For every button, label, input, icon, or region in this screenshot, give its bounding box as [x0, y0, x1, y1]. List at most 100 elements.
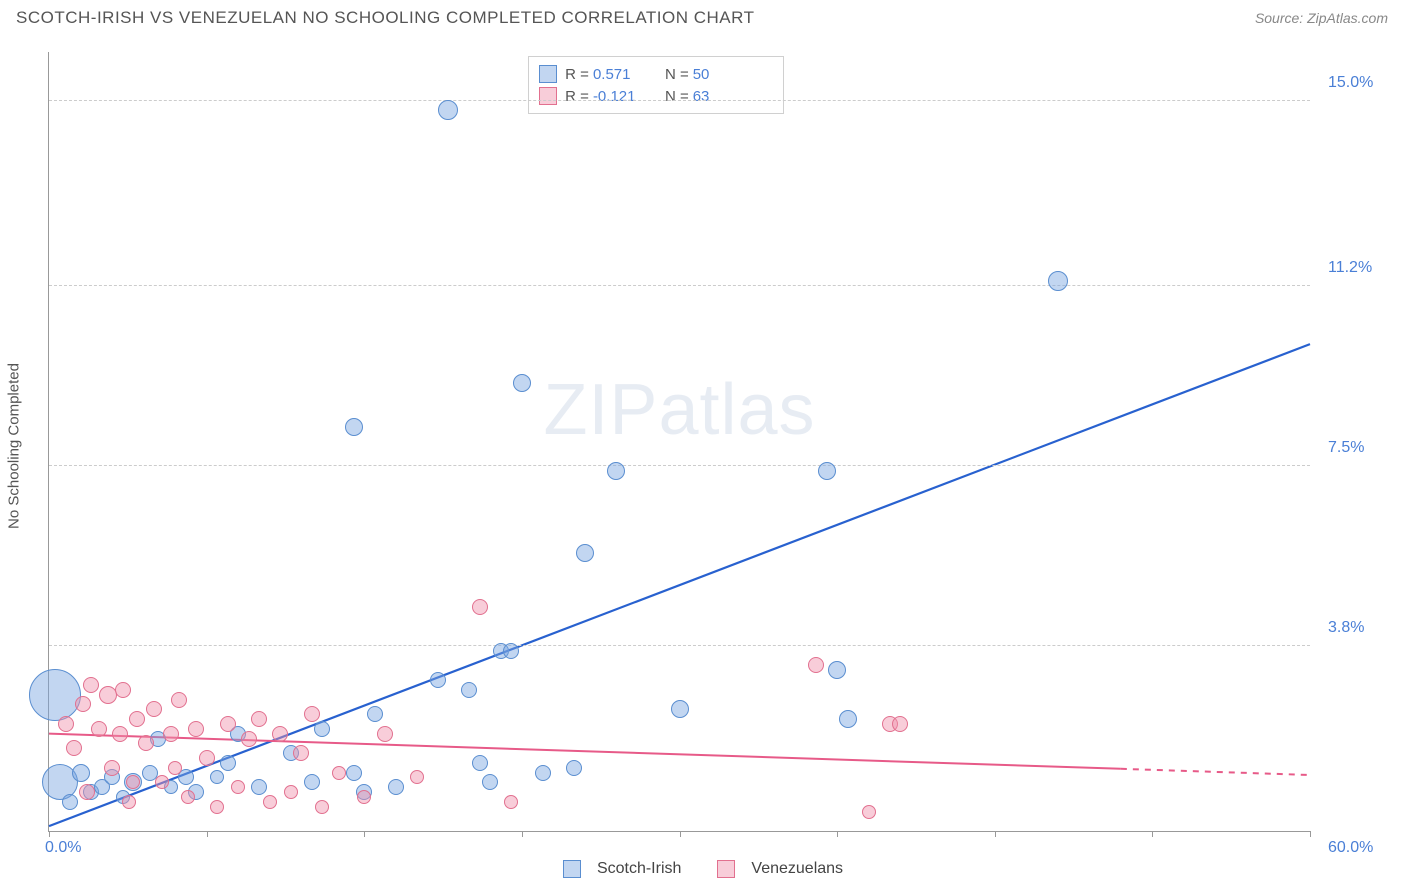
- scotch_irish-point: [607, 462, 625, 480]
- n-label: N =: [665, 88, 689, 105]
- y-tick-label: 3.8%: [1328, 619, 1388, 637]
- scotch_irish-point: [346, 765, 362, 781]
- scotch_irish-point: [839, 710, 857, 728]
- legend-row-venezuelans: R =-0.121N =63: [539, 85, 765, 107]
- chart-title: SCOTCH-IRISH VS VENEZUELAN NO SCHOOLING …: [16, 8, 754, 28]
- grid-line: [49, 465, 1310, 466]
- grid-line: [49, 645, 1310, 646]
- r-value: 0.571: [593, 66, 649, 83]
- venezuelans-point: [104, 760, 120, 776]
- series-legend: Scotch-Irish Venezuelans: [0, 860, 1406, 878]
- venezuelans-point: [357, 790, 371, 804]
- header: SCOTCH-IRISH VS VENEZUELAN NO SCHOOLING …: [0, 0, 1406, 32]
- scotch_irish-point: [482, 774, 498, 790]
- x-origin-label: 0.0%: [45, 839, 81, 857]
- venezuelans-point: [272, 726, 288, 742]
- venezuelans-point: [251, 711, 267, 727]
- scotch_irish-point: [304, 774, 320, 790]
- venezuelans-point: [263, 795, 277, 809]
- scotch_irish-point: [314, 721, 330, 737]
- venezuelans-point: [808, 657, 824, 673]
- n-value: 63: [693, 88, 749, 105]
- scotch_irish-point: [210, 770, 224, 784]
- legend-item: Venezuelans: [717, 860, 843, 878]
- scotch_irish-point: [388, 779, 404, 795]
- venezuelans-point: [138, 735, 154, 751]
- source-attribution: Source: ZipAtlas.com: [1255, 10, 1388, 26]
- venezuelans-point: [241, 731, 257, 747]
- venezuelans-point: [91, 721, 107, 737]
- scotch_irish-point: [535, 765, 551, 781]
- venezuelans-point: [332, 766, 346, 780]
- x-max-label: 60.0%: [1328, 839, 1388, 857]
- n-value: 50: [693, 66, 749, 83]
- legend-label: Venezuelans: [751, 860, 843, 878]
- venezuelans-point: [210, 800, 224, 814]
- source-link[interactable]: ZipAtlas.com: [1307, 10, 1388, 26]
- legend-swatch: [563, 860, 581, 878]
- venezuelans-point: [115, 682, 131, 698]
- venezuelans-point: [293, 745, 309, 761]
- r-value: -0.121: [593, 88, 649, 105]
- legend-swatch: [539, 87, 557, 105]
- legend-row-scotch_irish: R =0.571 N =50: [539, 63, 765, 85]
- x-tick: [995, 831, 996, 837]
- venezuelans-point: [75, 696, 91, 712]
- scotch_irish-point: [671, 700, 689, 718]
- scotch_irish-point: [503, 643, 519, 659]
- scotch_irish-point: [818, 462, 836, 480]
- source-label: Source:: [1255, 10, 1303, 26]
- venezuelans-point: [892, 716, 908, 732]
- legend-item: Scotch-Irish: [563, 860, 681, 878]
- y-tick-label: 7.5%: [1328, 439, 1388, 457]
- scotch_irish-point: [251, 779, 267, 795]
- y-axis-title: No Schooling Completed: [6, 363, 23, 529]
- venezuelans-point: [79, 784, 95, 800]
- grid-line: [49, 100, 1310, 101]
- n-label: N =: [665, 66, 689, 83]
- r-label: R =: [565, 66, 589, 83]
- venezuelans-point: [304, 706, 320, 722]
- x-tick: [1152, 831, 1153, 837]
- venezuelans-point: [83, 677, 99, 693]
- venezuelans-point: [112, 726, 128, 742]
- y-tick-label: 11.2%: [1328, 259, 1388, 277]
- scotch_irish-point: [513, 374, 531, 392]
- venezuelans-point: [126, 775, 140, 789]
- venezuelans-point: [315, 800, 329, 814]
- venezuelans-point: [155, 775, 169, 789]
- venezuelans-point: [129, 711, 145, 727]
- x-tick: [364, 831, 365, 837]
- scotch_irish-point: [438, 100, 458, 120]
- scotch_irish-point: [345, 418, 363, 436]
- y-tick-label: 15.0%: [1328, 74, 1388, 92]
- scotch_irish-point: [472, 755, 488, 771]
- scotch_irish-point: [430, 672, 446, 688]
- venezuelans-point: [377, 726, 393, 742]
- scotch_irish-point: [72, 764, 90, 782]
- x-tick: [680, 831, 681, 837]
- scotch_irish-point: [1048, 271, 1068, 291]
- venezuelans-point: [410, 770, 424, 784]
- scotch_irish-point: [828, 661, 846, 679]
- x-tick: [837, 831, 838, 837]
- venezuelans-point: [66, 740, 82, 756]
- scotch_irish-point: [62, 794, 78, 810]
- venezuelans-point: [284, 785, 298, 799]
- venezuelans-point: [58, 716, 74, 732]
- venezuelans-point: [862, 805, 876, 819]
- scotch_irish-point: [220, 755, 236, 771]
- venezuelans-point: [199, 750, 215, 766]
- watermark: ZIPatlas: [543, 369, 815, 451]
- venezuelans-point: [231, 780, 245, 794]
- venezuelans-point: [171, 692, 187, 708]
- venezuelans-point: [163, 726, 179, 742]
- venezuelans-point: [504, 795, 518, 809]
- x-tick: [207, 831, 208, 837]
- legend-label: Scotch-Irish: [597, 860, 681, 878]
- scotch_irish-point: [367, 706, 383, 722]
- legend-swatch: [717, 860, 735, 878]
- venezuelans-point: [168, 761, 182, 775]
- scotch_irish-point: [576, 544, 594, 562]
- venezuelans-point: [122, 795, 136, 809]
